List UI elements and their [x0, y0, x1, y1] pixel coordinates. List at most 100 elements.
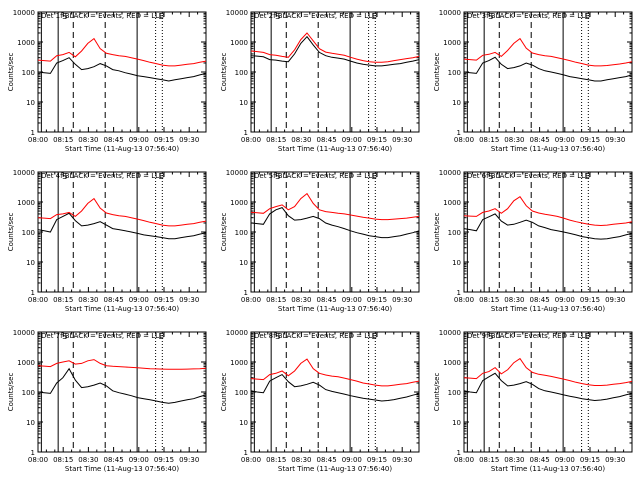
- x-tick-label: 08:15: [266, 456, 286, 464]
- y-tick-label: 10000: [226, 329, 248, 337]
- y-tick-label: 10: [26, 259, 35, 267]
- marker-letter-e: E: [372, 332, 377, 341]
- y-axis-title: Counts/sec: [220, 213, 228, 252]
- x-axis-title: Start Time (11-Aug-13 07:56:40): [65, 305, 179, 313]
- plot-frame: [463, 331, 633, 453]
- y-tick-label: 1: [457, 289, 461, 297]
- chart-panel-8: 1 10 100 1000 10000 08:00 08:15 08:30 08:45 09:00…: [220, 329, 420, 473]
- x-tick-label: 09:15: [154, 136, 174, 144]
- marker-letter-s: S: [62, 332, 67, 341]
- series-line-events: [250, 207, 420, 239]
- y-tick-label: 1000: [17, 39, 35, 47]
- y-tick-label: 1000: [443, 199, 461, 207]
- x-tick-label: 09:15: [154, 456, 174, 464]
- y-tick-label: 100: [22, 69, 35, 77]
- x-tick-label: 08:30: [78, 456, 98, 464]
- y-tick-label: 10: [239, 99, 248, 107]
- y-tick-label: 1: [244, 289, 248, 297]
- x-tick-label: 08:15: [479, 136, 499, 144]
- y-axis-title: Counts/sec: [220, 53, 228, 92]
- x-tick-label: 09:00: [555, 136, 575, 144]
- chart-panel-4: 1 10 100 1000 10000 08:00 08:15 08:30 08:45 09:00…: [7, 169, 207, 313]
- x-tick-label: 09:30: [392, 296, 412, 304]
- x-axis-title: Start Time (11-Aug-13 07:56:40): [491, 305, 605, 313]
- y-tick-label: 1000: [443, 359, 461, 367]
- y-tick-label: 10: [26, 99, 35, 107]
- marker-letter-e: E: [159, 12, 164, 21]
- y-axis-title: Counts/sec: [220, 373, 228, 412]
- plot-frame: [250, 171, 420, 293]
- x-tick-label: 09:30: [392, 136, 412, 144]
- x-tick-label: 09:30: [392, 456, 412, 464]
- x-tick-label: 09:00: [342, 456, 362, 464]
- x-tick-label: 08:45: [104, 296, 124, 304]
- panel-title: Det 9f BLACK = Events, RED = LLD: [467, 332, 590, 340]
- x-tick-label: 08:00: [241, 456, 261, 464]
- x-tick-label: 09:15: [367, 296, 387, 304]
- marker-letter-s: S: [275, 12, 280, 21]
- y-tick-label: 10000: [13, 169, 35, 177]
- x-tick-label: 08:45: [530, 296, 550, 304]
- x-tick-label: 09:30: [179, 296, 199, 304]
- plot-frame: [463, 171, 633, 293]
- chart-panel-9: 1 10 100 1000 10000 08:00 08:15 08:30 08:45 09:00…: [433, 329, 633, 473]
- x-tick-label: 08:45: [104, 456, 124, 464]
- panel-title: Det 6f BLACK = Events, RED = LLD: [467, 172, 590, 180]
- x-tick-label: 08:00: [28, 456, 48, 464]
- y-tick-label: 10000: [13, 9, 35, 17]
- plot-frame: [250, 11, 420, 133]
- x-tick-label: 08:15: [53, 136, 73, 144]
- x-tick-label: 09:30: [605, 136, 625, 144]
- y-tick-label: 10: [452, 419, 461, 427]
- y-tick-label: 10000: [439, 169, 461, 177]
- x-tick-label: 09:00: [342, 136, 362, 144]
- y-axis-title: Counts/sec: [7, 213, 15, 252]
- panel-title: Det 4f BLACK = Events, RED = LLD: [41, 172, 164, 180]
- marker-letter-s: S: [275, 332, 280, 341]
- y-axis-title: Counts/sec: [7, 373, 15, 412]
- series-line-events: [250, 373, 420, 402]
- x-tick-label: 09:15: [154, 296, 174, 304]
- y-tick-label: 10: [452, 259, 461, 267]
- x-axis-title: Start Time (11-Aug-13 07:56:40): [278, 145, 392, 153]
- chart-panel-2: 1 10 100 1000 10000 08:00 08:15 08:30 08:45 09:00…: [220, 9, 420, 153]
- series-line-events: [250, 35, 420, 67]
- series-line-events: [37, 212, 207, 240]
- x-tick-label: 09:15: [580, 136, 600, 144]
- x-tick-label: 08:00: [241, 136, 261, 144]
- chart-panel-6: 1 10 100 1000 10000 08:00 08:15 08:30 08:45 09:00…: [433, 169, 633, 313]
- series-line-lld: [463, 196, 633, 227]
- x-tick-label: 08:15: [53, 296, 73, 304]
- x-tick-label: 08:45: [317, 456, 337, 464]
- x-axis-title: Start Time (11-Aug-13 07:56:40): [278, 305, 392, 313]
- x-tick-label: 08:00: [28, 296, 48, 304]
- x-tick-label: 08:15: [479, 456, 499, 464]
- y-tick-label: 100: [235, 229, 248, 237]
- y-tick-label: 10000: [13, 329, 35, 337]
- x-tick-label: 09:30: [605, 296, 625, 304]
- x-tick-label: 09:00: [129, 456, 149, 464]
- y-tick-label: 1: [31, 129, 35, 137]
- y-tick-label: 10: [239, 419, 248, 427]
- x-tick-label: 08:15: [266, 136, 286, 144]
- y-axis-title: Counts/sec: [433, 53, 441, 92]
- marker-letter-e: E: [159, 172, 164, 181]
- marker-letter-s: S: [62, 12, 67, 21]
- y-tick-label: 10000: [226, 169, 248, 177]
- y-axis-title: Counts/sec: [433, 373, 441, 412]
- x-tick-label: 08:30: [504, 456, 524, 464]
- x-tick-label: 08:45: [317, 296, 337, 304]
- y-tick-label: 10: [239, 259, 248, 267]
- marker-letter-s: S: [488, 172, 493, 181]
- x-tick-label: 09:15: [367, 136, 387, 144]
- x-tick-label: 08:00: [28, 136, 48, 144]
- x-tick-label: 08:00: [241, 296, 261, 304]
- chart-panel-3: 1 10 100 1000 10000 08:00 08:15 08:30 08:45 09:00…: [433, 9, 633, 153]
- y-tick-label: 1: [457, 449, 461, 457]
- series-line-lld: [37, 359, 207, 370]
- marker-letter-s: S: [62, 172, 67, 181]
- x-tick-label: 08:15: [266, 296, 286, 304]
- series-line-events: [37, 367, 207, 404]
- marker-letter-s: S: [488, 332, 493, 341]
- marker-letter-e: E: [372, 12, 377, 21]
